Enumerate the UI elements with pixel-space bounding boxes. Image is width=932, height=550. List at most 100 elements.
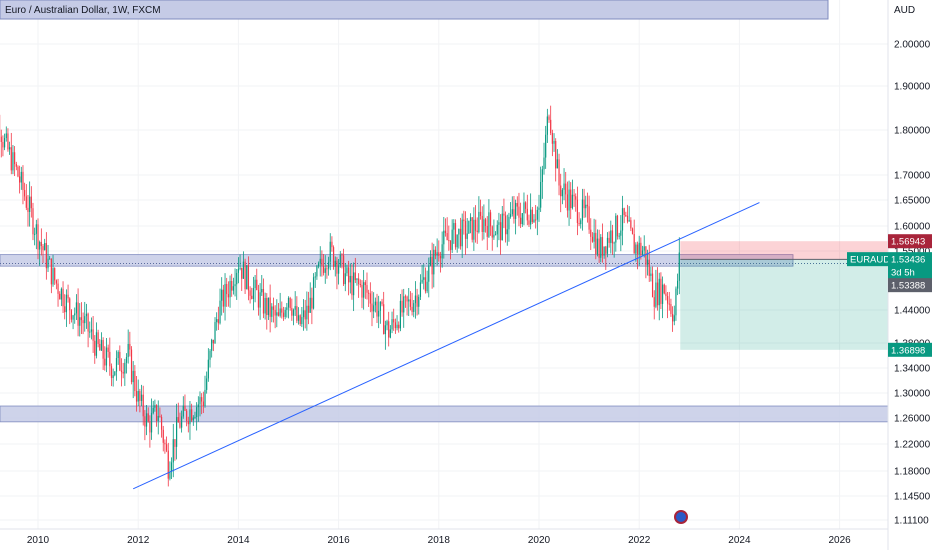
candle-body <box>239 267 241 269</box>
candle-body <box>486 225 488 237</box>
candle-body <box>498 222 500 225</box>
candle-body <box>321 258 323 266</box>
candle-body <box>603 246 605 256</box>
candle-body <box>443 230 445 245</box>
candle-body <box>247 265 250 291</box>
trendline[interactable] <box>132 202 760 490</box>
candle-body <box>359 283 361 285</box>
candle-body <box>259 292 261 308</box>
candle-body <box>535 219 537 221</box>
candle-body <box>274 309 276 316</box>
candle-body <box>292 309 295 316</box>
candle-body <box>653 297 655 307</box>
candle-body <box>428 265 430 282</box>
countdown-tag: 3d 5h <box>891 268 915 279</box>
candle-body <box>74 313 76 316</box>
candle-body <box>204 389 206 407</box>
candle-body <box>40 241 42 247</box>
candle-body <box>351 275 353 296</box>
candle-body <box>22 171 24 191</box>
candle-body <box>513 209 515 219</box>
time-tick-label: 2018 <box>428 535 451 546</box>
flag-icon[interactable] <box>674 510 688 524</box>
candle-body <box>261 288 263 293</box>
candle-body <box>593 232 595 242</box>
candle-body <box>30 196 32 209</box>
candle-body <box>296 306 298 321</box>
candle-body <box>110 366 113 379</box>
candle-body <box>677 280 679 289</box>
candle-body <box>9 147 11 150</box>
candle-body <box>329 241 331 262</box>
candle-body <box>651 273 654 298</box>
candle-body <box>626 215 629 222</box>
candle-body <box>65 294 67 313</box>
candle-body <box>306 305 308 320</box>
candle-body <box>142 394 144 417</box>
candle-body <box>75 302 78 314</box>
candle-body <box>536 209 538 220</box>
price-tick-label: 1.26000 <box>894 414 931 425</box>
candle-body <box>621 208 624 231</box>
candle-body <box>540 181 542 208</box>
candle-body <box>520 217 522 225</box>
candle-body <box>2 141 4 148</box>
candle-body <box>267 297 270 316</box>
candle-body <box>50 258 52 285</box>
candle-body <box>147 413 149 422</box>
candle-body <box>196 407 198 418</box>
candle-body <box>600 237 602 258</box>
candle-body <box>560 185 562 197</box>
position-tool[interactable] <box>680 241 888 350</box>
support-zone[interactable] <box>0 254 794 267</box>
candle-body <box>433 249 435 275</box>
price-tick-label: 1.22000 <box>894 440 931 451</box>
candle-body <box>565 183 567 195</box>
candle-body <box>150 413 153 433</box>
candle-body <box>515 202 517 219</box>
trend-line[interactable] <box>132 202 760 490</box>
candle-body <box>483 219 485 232</box>
candle-body <box>645 246 647 265</box>
candle-body <box>309 297 311 313</box>
stop-loss-zone[interactable] <box>680 241 888 260</box>
candle-body <box>172 439 174 463</box>
candle-body <box>39 241 41 250</box>
candle-body <box>678 252 680 281</box>
candles <box>0 105 680 487</box>
candle-body <box>311 297 313 309</box>
candle-body <box>461 219 463 247</box>
candle-body <box>326 268 328 270</box>
candle-body <box>192 417 194 421</box>
candle-body <box>409 299 412 307</box>
candle-body <box>563 183 565 190</box>
candle-body <box>411 306 413 312</box>
candle-body <box>162 429 164 443</box>
candle-body <box>458 228 460 235</box>
candle-body <box>491 226 493 238</box>
candle-body <box>469 217 472 222</box>
candle-body <box>177 417 179 423</box>
candle-body <box>568 189 570 211</box>
candle-body <box>456 234 458 248</box>
candle-body <box>451 229 453 250</box>
candle-body <box>316 266 318 277</box>
candle-body <box>4 138 6 148</box>
time-axis[interactable]: 2010 2012 2014 2016 2018 2020 2022 2024 2026 <box>27 535 851 546</box>
candle-body <box>115 358 118 372</box>
candle-body <box>179 422 181 428</box>
candle-body <box>484 219 487 226</box>
candle-body <box>449 240 452 250</box>
support-zone[interactable] <box>0 405 889 423</box>
candle-body <box>201 397 203 402</box>
take-profit-zone[interactable] <box>680 259 888 350</box>
candle-body <box>87 313 89 332</box>
candle-body <box>341 254 343 256</box>
candle-body <box>202 401 204 407</box>
candle-body <box>137 391 139 402</box>
candle-body <box>312 277 315 309</box>
candle-body <box>416 295 418 307</box>
candle-body <box>550 119 552 134</box>
